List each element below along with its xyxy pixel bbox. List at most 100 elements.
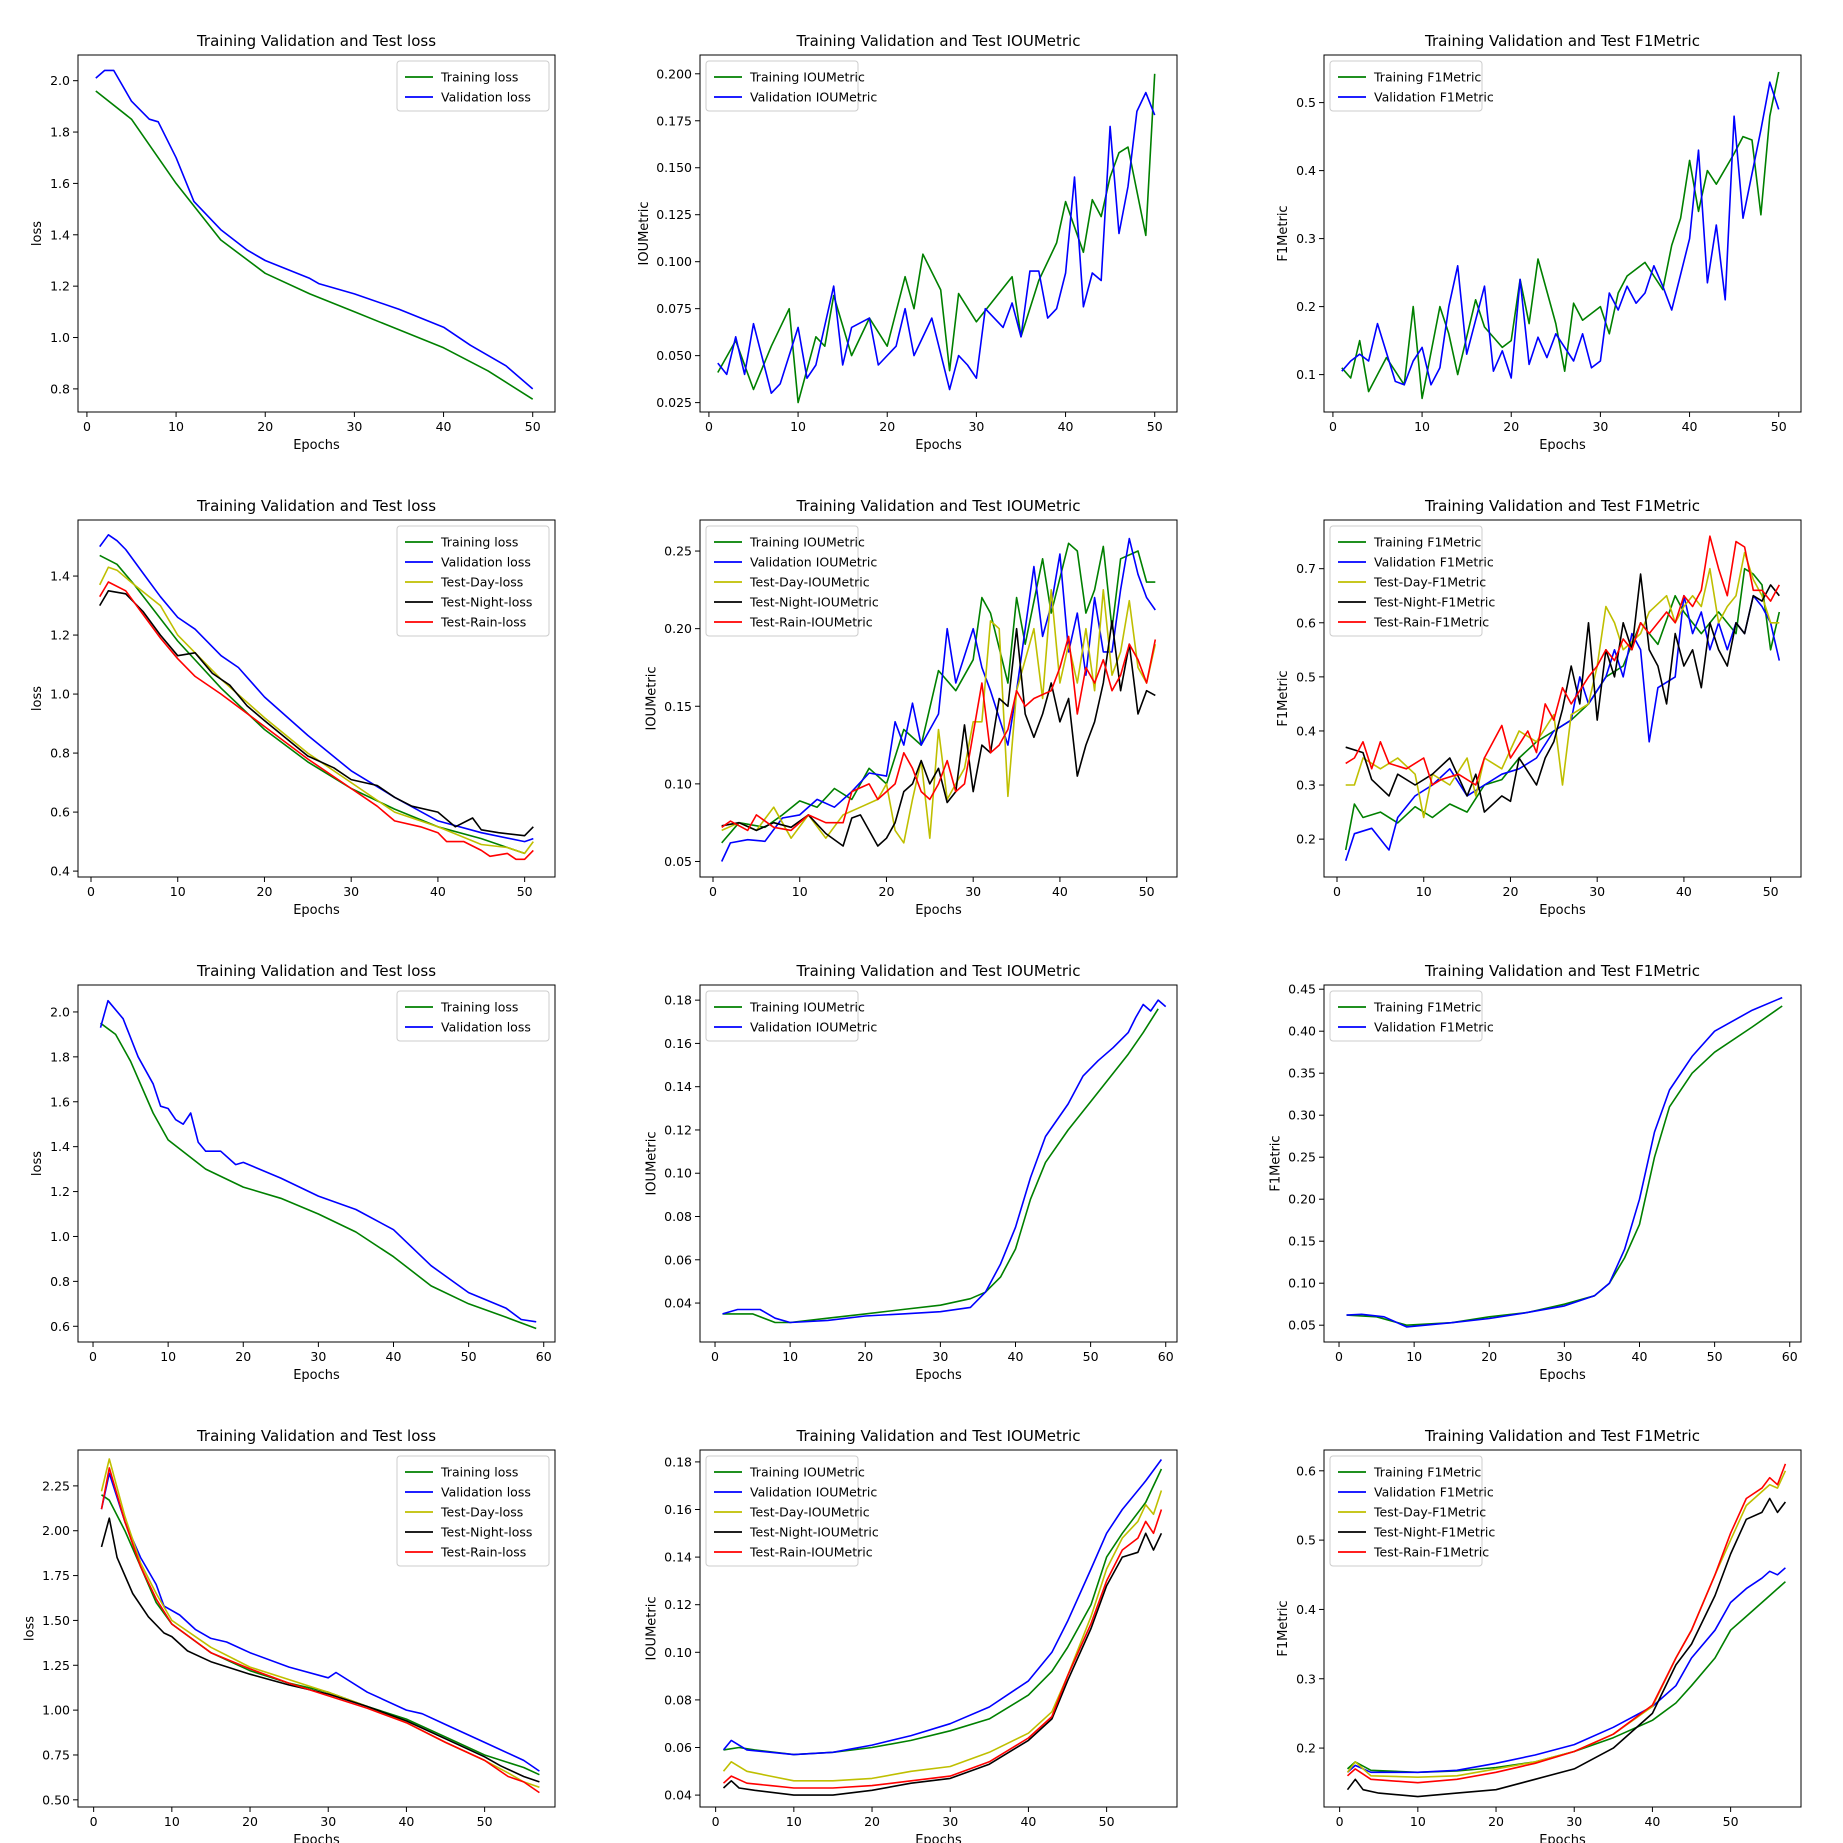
y-tick-label: 0.10 — [664, 1645, 692, 1660]
y-tick-label: 0.04 — [664, 1788, 692, 1803]
x-tick-label: 0 — [711, 1349, 719, 1364]
x-axis-label: Epochs — [1539, 1368, 1586, 1383]
x-tick-label: 10 — [1406, 1349, 1422, 1364]
x-tick-label: 30 — [942, 1814, 958, 1829]
y-tick-label: 0.16 — [664, 1502, 692, 1517]
x-tick-label: 50 — [1099, 1814, 1115, 1829]
y-tick-label: 0.08 — [664, 1209, 692, 1224]
x-tick-label: 20 — [235, 1349, 251, 1364]
y-tick-label: 0.2 — [1296, 832, 1316, 847]
x-tick-label: 0 — [705, 419, 713, 434]
legend-label: Validation IOUMetric — [750, 555, 877, 570]
y-tick-label: 2.0 — [50, 1004, 70, 1019]
x-tick-label: 0 — [90, 1814, 98, 1829]
plot-frame — [699, 54, 1178, 413]
chart-title: Training Validation and Test loss — [196, 32, 436, 50]
subplot: 0 10 20 30 40 50 0.04 0.06 0.08 0.10 0.12 0.14 0.16 0… — [645, 1427, 1178, 1843]
series-line — [98, 566, 534, 855]
legend-label: Validation loss — [441, 1485, 531, 1500]
x-axis-label: Epochs — [293, 438, 340, 453]
series-line — [721, 620, 1156, 847]
x-tick-label: 20 — [242, 1814, 258, 1829]
legend: Training IOUMetric Validation IOUMetric — [705, 990, 877, 1042]
legend: Training loss Validation loss Test-Day-los… — [396, 525, 550, 637]
y-tick-label: 0.20 — [664, 621, 692, 636]
y-tick-label: 0.20 — [1288, 1192, 1316, 1207]
x-tick-label: 10 — [160, 1349, 176, 1364]
x-tick-label: 50 — [477, 1814, 493, 1829]
y-tick-label: 0.30 — [1288, 1108, 1316, 1123]
x-tick-label: 50 — [461, 1349, 477, 1364]
legend-label: Validation loss — [441, 555, 531, 570]
x-tick-label: 60 — [536, 1349, 552, 1364]
x-tick-label: 30 — [932, 1349, 948, 1364]
y-tick-label: 0.175 — [656, 113, 692, 128]
subplot: 0 10 20 30 40 50 0.8 1.0 1.2 1.4 1.6 1.8 2.0 Training… — [30, 32, 556, 453]
legend-box — [396, 60, 550, 112]
y-tick-label: 0.08 — [664, 1692, 692, 1707]
legend-label: Validation loss — [441, 1020, 531, 1035]
legend: Training F1Metric Validation F1Metric — [1329, 990, 1494, 1042]
legend: Training loss Validation loss — [396, 60, 550, 112]
y-tick-label: 1.0 — [50, 687, 70, 702]
y-tick-label: 0.06 — [664, 1252, 692, 1267]
legend-box — [1329, 60, 1483, 112]
plot-frame — [1323, 984, 1802, 1343]
chart-title: Training Validation and Test IOUMetric — [796, 1427, 1081, 1445]
x-tick-label: 20 — [864, 1814, 880, 1829]
series-line — [1346, 1005, 1783, 1326]
x-tick-label: 0 — [83, 419, 91, 434]
chart-title: Training Validation and Test F1Metric — [1424, 497, 1700, 515]
x-tick-label: 10 — [164, 1814, 180, 1829]
plot-frame — [77, 54, 556, 413]
y-tick-label: 0.7 — [1296, 561, 1316, 576]
y-tick-label: 0.10 — [664, 1166, 692, 1181]
legend-label: Validation F1Metric — [1374, 555, 1494, 570]
legend: Training IOUMetric Validation IOUMetric Te… — [705, 525, 879, 637]
x-tick-label: 30 — [320, 1814, 336, 1829]
legend-label: Validation IOUMetric — [750, 90, 877, 105]
legend-label: Training IOUMetric — [749, 1000, 865, 1015]
y-tick-label: 2.0 — [50, 73, 70, 88]
chart-title: Training Validation and Test loss — [196, 962, 436, 980]
x-tick-label: 40 — [1682, 419, 1698, 434]
x-tick-label: 0 — [1333, 884, 1341, 899]
legend: Training F1Metric Validation F1Metric Test… — [1329, 1455, 1495, 1567]
y-tick-label: 1.6 — [50, 1094, 70, 1109]
x-tick-label: 40 — [1058, 419, 1074, 434]
x-tick-label: 60 — [1782, 1349, 1798, 1364]
y-axis-label: loss — [23, 1616, 38, 1641]
y-tick-label: 0.16 — [664, 1036, 692, 1051]
legend-label: Test-Night-IOUMetric — [749, 1525, 879, 1540]
series-line — [722, 1490, 1163, 1782]
series-line — [1346, 1463, 1787, 1784]
legend: Training F1Metric Validation F1Metric Test… — [1329, 525, 1495, 637]
y-tick-label: 0.15 — [664, 699, 692, 714]
y-tick-label: 0.125 — [656, 207, 692, 222]
y-tick-label: 1.8 — [50, 125, 70, 140]
x-tick-label: 40 — [1008, 1349, 1024, 1364]
plot-frame — [1323, 1449, 1802, 1808]
legend-label: Validation F1Metric — [1374, 1485, 1494, 1500]
y-tick-label: 0.075 — [656, 301, 692, 316]
legend: Training loss Validation loss — [396, 990, 550, 1042]
x-axis-label: Epochs — [1539, 1833, 1586, 1843]
x-tick-label: 50 — [1771, 419, 1787, 434]
legend-label: Test-Night-IOUMetric — [749, 595, 879, 610]
legend-label: Training F1Metric — [1373, 1000, 1481, 1015]
x-tick-label: 10 — [790, 419, 806, 434]
x-tick-label: 20 — [257, 884, 273, 899]
y-axis-label: IOUMetric — [645, 1132, 660, 1196]
x-tick-label: 20 — [1488, 1814, 1504, 1829]
legend-label: Test-Night-F1Metric — [1373, 595, 1495, 610]
x-tick-label: 50 — [1707, 1349, 1723, 1364]
x-tick-label: 0 — [1336, 1814, 1344, 1829]
chart-title: Training Validation and Test F1Metric — [1424, 962, 1700, 980]
plot-frame — [77, 984, 556, 1343]
series-line — [721, 542, 1156, 844]
y-tick-label: 0.6 — [1296, 1463, 1316, 1478]
y-tick-label: 0.18 — [664, 993, 692, 1008]
y-tick-label: 0.3 — [1296, 778, 1316, 793]
plot-frame — [77, 1449, 556, 1808]
y-tick-label: 1.50 — [42, 1613, 70, 1628]
